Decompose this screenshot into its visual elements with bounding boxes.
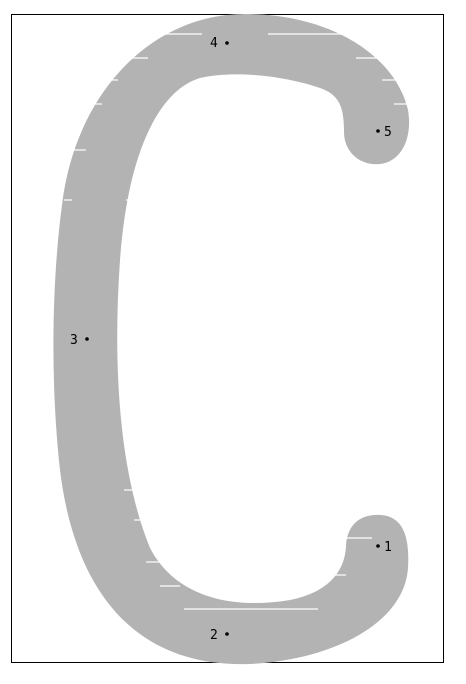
point-1-label: 1 <box>384 540 392 555</box>
point-1-dot <box>376 544 380 548</box>
point-5: 5 <box>376 125 392 140</box>
point-3-dot <box>85 337 89 341</box>
point-4-label: 4 <box>210 36 218 51</box>
scan-lines <box>64 33 408 610</box>
point-2-label: 2 <box>210 628 218 643</box>
letter-c-glyph <box>53 14 410 665</box>
point-4-dot <box>225 41 229 45</box>
point-5-label: 5 <box>384 125 392 140</box>
point-2: 2 <box>210 628 229 643</box>
point-3-label: 3 <box>70 333 78 348</box>
point-3: 3 <box>70 333 89 348</box>
point-5-dot <box>376 129 380 133</box>
point-4: 4 <box>210 36 229 51</box>
point-2-dot <box>225 632 229 636</box>
point-1: 1 <box>376 540 392 555</box>
